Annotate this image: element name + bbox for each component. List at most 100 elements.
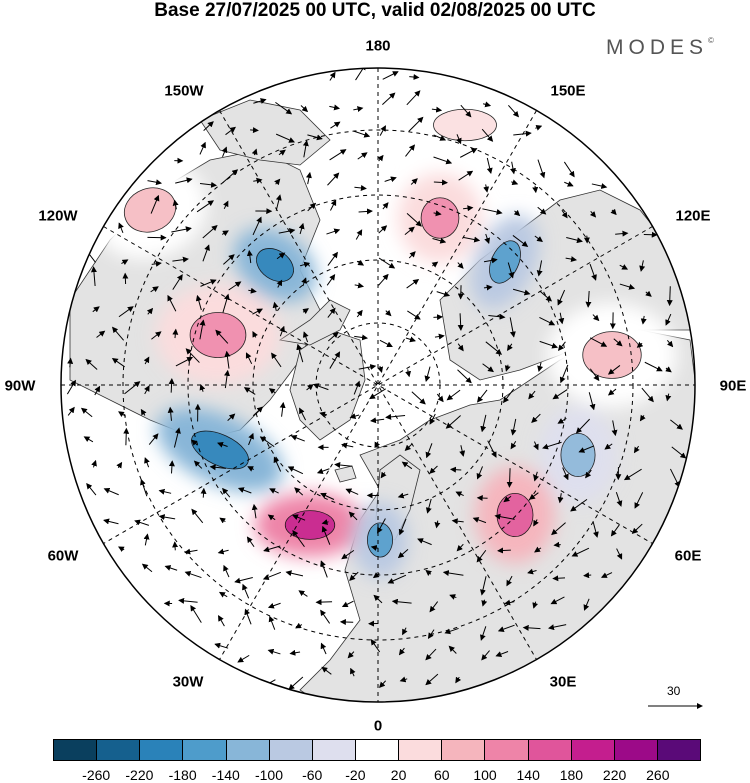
wind-arrow — [246, 249, 253, 264]
wind-arrow — [551, 522, 566, 536]
wind-arrow — [588, 392, 596, 411]
wind-arrow — [276, 252, 286, 260]
wind-arrow — [275, 194, 282, 211]
wind-arrow — [341, 600, 354, 607]
wind-arrow — [292, 530, 305, 548]
wind-arrow — [404, 226, 415, 236]
wind-arrow — [111, 357, 125, 368]
wind-arrow — [349, 571, 359, 581]
wind-arrow — [306, 384, 314, 391]
wind-arrow — [449, 466, 462, 473]
wind-arrow — [90, 266, 97, 287]
wind-arrow — [634, 492, 644, 509]
wind-arrow — [459, 445, 466, 457]
wind-arrow — [94, 385, 101, 396]
colorbar-swatch — [614, 740, 658, 760]
wind-arrow — [199, 383, 206, 392]
wind-arrow — [536, 260, 543, 277]
wind-arrow — [670, 419, 683, 430]
wind-arrow — [158, 514, 176, 521]
wind-arrow — [358, 208, 373, 215]
wind-arrow — [319, 411, 327, 418]
reference-vector-label: 30 — [667, 684, 681, 698]
wind-arrow — [321, 666, 332, 675]
colorbar-swatch — [355, 740, 400, 760]
wind-arrow — [616, 548, 623, 560]
wind-arrow — [196, 200, 215, 213]
wind-arrow — [585, 469, 592, 479]
wind-arrow — [481, 128, 494, 142]
wind-arrow — [641, 387, 654, 403]
wind-arrow — [589, 263, 597, 281]
wind-arrow — [565, 256, 578, 263]
wind-arrow — [316, 468, 330, 474]
wind-arrow — [237, 487, 252, 494]
brand-mark: © — [708, 36, 714, 45]
wind-arrow — [173, 427, 181, 448]
wind-arrow — [143, 356, 150, 365]
wind-arrow — [329, 149, 347, 161]
wind-arrow — [302, 331, 309, 343]
wind-arrow — [665, 393, 672, 402]
wind-arrow — [444, 627, 459, 635]
wind-arrow — [299, 407, 307, 421]
lon-label-30e: 30E — [549, 673, 577, 691]
wind-arrow — [327, 172, 340, 186]
wind-arrow — [321, 525, 331, 545]
wind-arrow — [214, 642, 229, 649]
wind-arrow — [298, 222, 305, 235]
wind-arrow — [195, 294, 202, 311]
wind-arrow — [385, 413, 406, 420]
wind-arrow — [150, 194, 160, 214]
wind-arrow — [513, 130, 532, 137]
wind-arrow — [382, 92, 396, 106]
anomaly-core-atlantic-positive — [284, 510, 336, 540]
wind-arrow — [425, 569, 432, 576]
wind-arrow — [172, 328, 179, 339]
wind-arrow — [539, 316, 556, 326]
wind-arrow — [397, 549, 409, 559]
wind-arrow — [448, 645, 457, 654]
lon-label-60e: 60E — [674, 547, 702, 565]
wind-arrow — [327, 331, 339, 342]
wind-arrow — [285, 570, 304, 577]
wind-arrow — [557, 493, 564, 504]
wind-arrow — [85, 358, 98, 370]
anomaly-core-labrador-negative — [191, 430, 249, 470]
iceland-land — [334, 465, 357, 483]
wind-arrow — [151, 260, 162, 267]
wind-arrow — [482, 363, 494, 373]
wind-arrow — [222, 169, 239, 184]
wind-arrow — [320, 560, 328, 578]
wind-arrow — [405, 144, 416, 157]
wind-arrow — [537, 362, 544, 372]
wind-arrow — [341, 442, 354, 449]
wind-arrow — [382, 202, 389, 210]
wind-arrow — [408, 116, 424, 132]
wind-arrow — [171, 226, 192, 233]
wind-arrow — [455, 676, 462, 684]
wind-arrow — [558, 312, 565, 325]
wind-arrow — [252, 308, 264, 315]
wind-arrow — [585, 290, 592, 308]
wind-arrow — [633, 445, 640, 454]
colorbar-swatch — [97, 740, 141, 760]
wind-arrow — [117, 546, 125, 552]
wind-arrow — [349, 413, 360, 419]
wind-arrow — [218, 615, 225, 627]
wind-arrow — [147, 179, 163, 186]
wind-arrow — [457, 343, 464, 352]
wind-arrow — [502, 388, 515, 404]
wind-arrow — [583, 598, 590, 611]
wind-arrow — [354, 282, 365, 289]
brand-logo: MODES© — [606, 36, 714, 60]
anomaly-core-westsiberia-negative — [560, 432, 596, 477]
wind-arrow — [250, 127, 259, 134]
wind-arrow — [434, 333, 445, 340]
wind-arrow — [200, 487, 207, 498]
wind-arrow — [488, 313, 506, 320]
wind-arrow — [377, 365, 384, 373]
colorbar-swatch — [528, 740, 572, 760]
wind-arrow — [86, 482, 97, 496]
